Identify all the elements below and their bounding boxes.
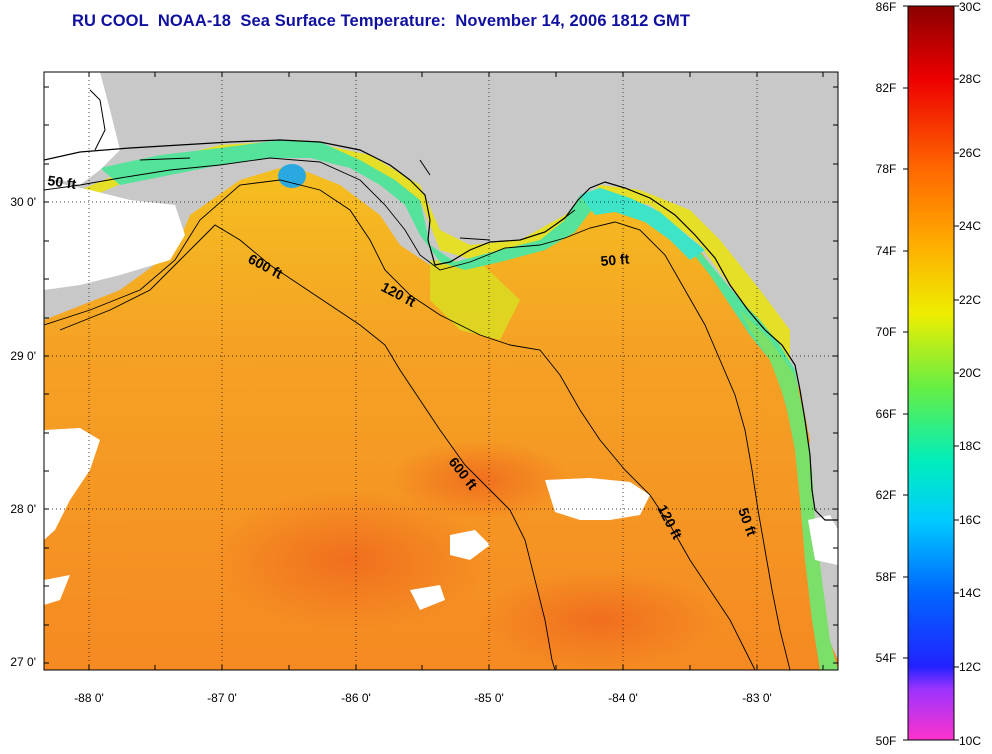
sea-cool-east [740,310,838,670]
cloud-region [44,72,120,185]
cloud-region [44,575,70,605]
map-frame [43,71,839,671]
sea-yellow-wedge [430,260,520,340]
latitude-label: 29 0' [10,349,36,363]
colorbar-c-label: 28C [958,72,981,86]
colorbar-ticks [903,5,959,741]
cloud-region [44,180,185,290]
sea-cool-band [100,140,810,460]
colorbar-f-label: 54F [875,651,897,665]
colorbar-c-label: 22C [958,293,981,307]
latitude-label: 30 0' [10,195,36,209]
colorbar-c-label: 18C [958,439,981,453]
coastline [44,139,838,521]
colorbar-f-label: 82F [875,81,897,95]
latitude-label: 27 0' [10,655,36,669]
longitude-label: -84 0' [608,691,638,705]
colorbar-c-label: 16C [958,513,981,527]
colorbar-f-label: 78F [875,162,897,176]
map-title: RU COOL NOAA-18 Sea Surface Temperature:… [72,12,691,30]
cloud-region [450,530,490,560]
cloud-region [545,478,650,520]
coastline [89,89,576,241]
contour-50ft-west [44,157,791,670]
colorbar [908,6,954,740]
contour-label: 50 ft [600,251,630,269]
cloud-region [44,428,100,540]
contour-120ft [44,179,756,670]
frame-ticks [44,72,838,670]
graticule [44,72,838,670]
colorbar-f-label: 74F [875,244,897,258]
warm-patch [480,570,720,670]
colorbar-f-label: 62F [875,488,897,502]
contour-600ft [59,224,556,670]
colorbar-c-label: 10C [958,734,981,748]
latitude-label: 28 0' [10,502,36,516]
longitude-label: -83 0' [742,691,772,705]
colorbar-f-label: 86F [875,0,897,14]
cold-spot [278,164,306,188]
contour-label: 50 ft [47,172,78,192]
map-plot-area [44,72,838,670]
colorbar-c-label: 26C [958,146,981,160]
longitude-label: -85 0' [474,691,504,705]
colorbar-c-label: 20C [958,366,981,380]
colorbar-c-label: 30C [958,0,981,14]
colorbar-c-label: 14C [958,586,981,600]
colorbar-f-label: 58F [875,570,897,584]
longitude-label: -87 0' [207,691,237,705]
colorbar-c-label: 12C [958,660,981,674]
colorbar-c-label: 24C [958,219,981,233]
colorbar-f-label: 50F [875,734,897,748]
longitude-label: -88 0' [74,691,104,705]
sea-cyan-band [580,188,705,260]
colorbar-f-label: 70F [875,325,897,339]
cloud-region [410,585,445,610]
longitude-label: -86 0' [341,691,371,705]
cloud-region [808,515,838,565]
colorbar-f-label: 66F [875,407,897,421]
